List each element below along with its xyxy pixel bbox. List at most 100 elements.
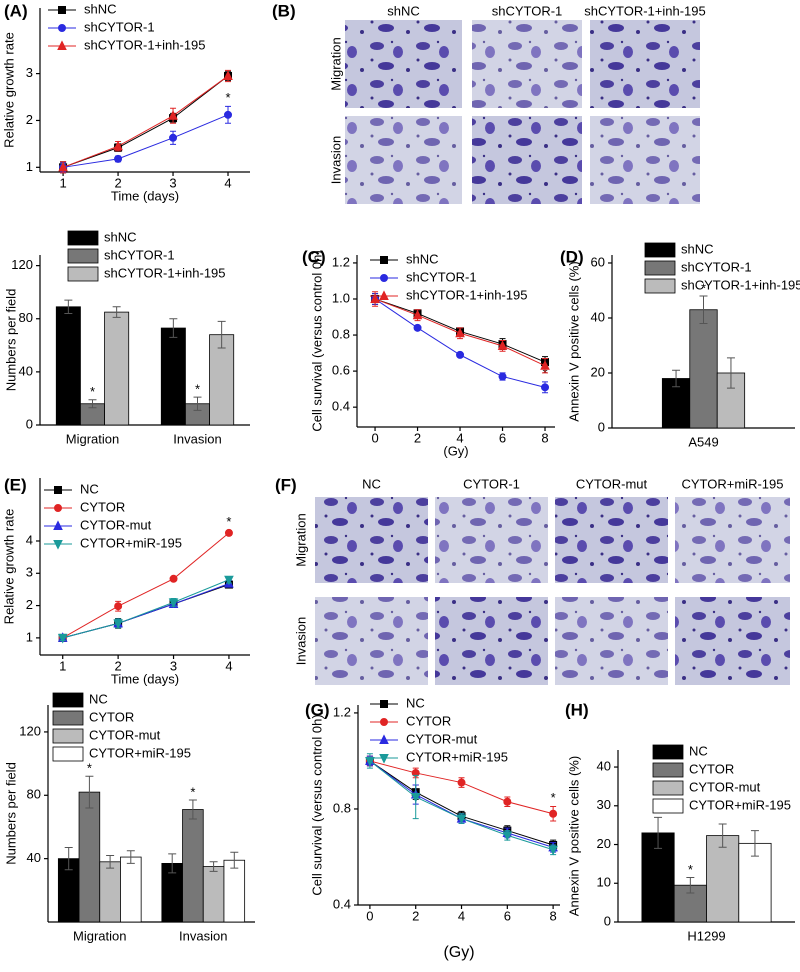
significance: * xyxy=(87,761,92,776)
significance: * xyxy=(226,514,231,529)
panel-label: (C) xyxy=(302,247,326,266)
y-tick-label: 40 xyxy=(591,309,605,324)
error-bar xyxy=(718,823,727,848)
marker xyxy=(456,814,467,825)
marker xyxy=(169,574,178,583)
y-axis-title: Cell survival (versus control 0h) xyxy=(309,250,324,431)
legend-label: NC xyxy=(80,481,99,496)
legend-label: CYTOR-mut xyxy=(89,727,161,742)
series-line xyxy=(374,298,546,388)
y-tick-label: 120 xyxy=(11,257,33,272)
x-tick-label: Invasion xyxy=(179,928,227,943)
marker xyxy=(549,809,558,818)
legend-marker xyxy=(53,520,63,530)
legend-swatch xyxy=(652,780,684,796)
legend-label: shNC xyxy=(681,241,714,256)
micrograph xyxy=(555,497,668,583)
error-bar xyxy=(188,799,197,820)
legend-label: shCYTOR-1 xyxy=(84,19,155,34)
legend-swatch xyxy=(652,762,684,778)
legend-label: shCYTOR-1+inh-195 xyxy=(104,265,226,280)
legend-label: shCYTOR-1+inh-195 xyxy=(681,277,800,292)
x-tick-label: 4 xyxy=(458,908,465,923)
legend-swatch xyxy=(652,744,684,760)
marker xyxy=(455,327,465,338)
micrograph xyxy=(472,20,582,108)
bar xyxy=(104,311,130,426)
marker xyxy=(223,70,233,80)
error-bar xyxy=(169,318,178,338)
y-tick-label: 0.4 xyxy=(333,896,351,911)
bar xyxy=(706,835,740,923)
series-line xyxy=(62,583,230,639)
column-label: shCYTOR-1 xyxy=(492,3,563,18)
marker xyxy=(168,110,178,120)
y-tick-label: 0 xyxy=(598,419,605,434)
significance: * xyxy=(225,90,230,105)
x-tick-label: 1 xyxy=(59,175,66,190)
legend-label: CYTOR xyxy=(689,761,734,776)
y-tick-label: 40 xyxy=(597,758,611,773)
legend-marker xyxy=(380,718,388,726)
y-tick-label: 2 xyxy=(26,597,33,612)
legend-marker xyxy=(54,504,62,512)
marker xyxy=(497,340,508,350)
x-tick-label: 2 xyxy=(412,908,419,923)
legend-marker xyxy=(379,290,389,300)
legend-label: shCYTOR-1 xyxy=(104,247,175,262)
micrograph xyxy=(315,597,428,685)
series-line xyxy=(369,760,554,846)
significance: * xyxy=(90,384,95,399)
bar xyxy=(55,306,81,426)
y-tick-label: 2 xyxy=(26,112,33,127)
bar xyxy=(160,327,186,426)
y-axis-title: Annexin V positive cells (%) xyxy=(566,261,581,421)
x-tick-label: 4 xyxy=(456,430,463,445)
legend-marker xyxy=(57,40,67,50)
series-line xyxy=(62,532,230,639)
marker xyxy=(224,110,233,119)
marker xyxy=(113,140,123,151)
error-bar xyxy=(64,847,73,871)
legend-marker xyxy=(380,274,388,282)
legend-label: CYTOR+miR-195 xyxy=(89,745,191,760)
y-tick-label: 40 xyxy=(19,363,33,378)
bar xyxy=(209,334,235,426)
series-line xyxy=(63,114,229,168)
legend-swatch xyxy=(52,710,84,726)
y-tick-label: 20 xyxy=(591,364,605,379)
error-bar xyxy=(672,369,681,388)
error-bar xyxy=(106,854,115,869)
legend-label: shCYTOR-1 xyxy=(406,269,477,284)
column-label: shNC xyxy=(387,3,420,18)
error-bar xyxy=(726,357,735,389)
legend-swatch xyxy=(67,266,99,282)
x-tick-label: 0 xyxy=(366,908,373,923)
row-label: Invasion xyxy=(328,136,343,184)
x-tick-label: 2 xyxy=(115,658,122,673)
error-bar xyxy=(686,876,695,894)
bar xyxy=(99,861,121,923)
legend-label: CYTOR-mut xyxy=(689,779,761,794)
micrograph xyxy=(435,597,548,685)
x-tick-label: 6 xyxy=(499,430,506,445)
y-axis-title: Relative growth rate xyxy=(1,32,16,148)
y-tick-label: 4 xyxy=(26,532,33,547)
y-axis-title: Numbers per field xyxy=(3,289,18,392)
y-tick-label: 1.2 xyxy=(333,704,351,719)
legend-swatch xyxy=(644,260,676,276)
column-label: NC xyxy=(362,476,381,491)
marker xyxy=(370,293,380,303)
x-tick-label: 2 xyxy=(414,430,421,445)
y-tick-label: 0.8 xyxy=(333,800,351,815)
legend-label: shCYTOR-1+inh-195 xyxy=(406,287,528,302)
series-line xyxy=(369,760,554,848)
micrograph xyxy=(345,116,462,204)
micrograph xyxy=(435,497,548,583)
error-bar xyxy=(112,306,121,318)
bar xyxy=(223,859,246,923)
x-tick-label: 3 xyxy=(169,175,176,190)
marker xyxy=(541,383,550,392)
panel-label: (B) xyxy=(272,1,296,20)
